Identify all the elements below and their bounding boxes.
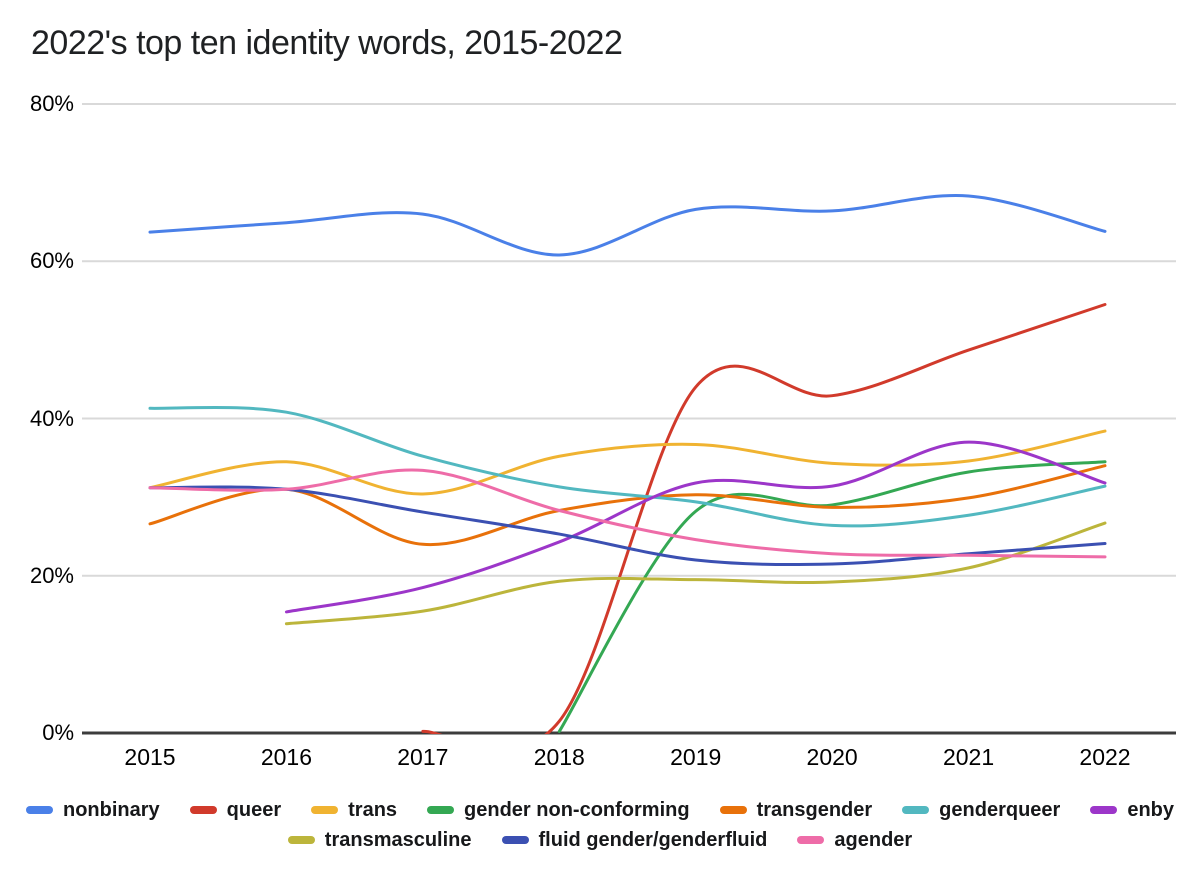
series-line-nonbinary <box>148 194 1107 257</box>
x-tick-label-2017: 2017 <box>397 744 449 770</box>
legend-swatch-icon <box>797 836 825 844</box>
chart-title: 2022's top ten identity words, 2015-2022 <box>31 24 623 62</box>
legend-label: queer <box>226 798 282 821</box>
x-tick-label-2022: 2022 <box>1079 744 1131 770</box>
x-tick-label-2018: 2018 <box>533 744 585 770</box>
legend-swatch-icon <box>25 806 53 814</box>
legend-label: transgender <box>756 798 873 821</box>
series-line-genderqueer <box>148 405 1107 528</box>
legend-row-1: nonbinary queer trans gender non-conforming… <box>0 795 1200 825</box>
legend-label: fluid gender/genderfluid <box>538 828 768 851</box>
series-line-trans <box>148 429 1107 496</box>
x-tick-label-2021: 2021 <box>942 744 995 770</box>
legend-item-transgender: transgender <box>719 798 873 822</box>
y-tick-label-0%: 0% <box>42 720 74 745</box>
legend-label: gender non-conforming <box>464 798 690 821</box>
legend-swatch-icon <box>501 836 529 844</box>
y-tick-label-20%: 20% <box>29 562 74 588</box>
legend-label: transmasculine <box>324 828 472 851</box>
legend-item-transmasculine: transmasculine <box>287 828 472 852</box>
legend-label: trans <box>348 798 398 821</box>
legend-item-gender-non-conforming: gender non-conforming <box>427 799 690 822</box>
legend-item-queer: queer <box>189 798 282 822</box>
series-line-queer <box>421 302 1107 734</box>
series-line-transmasculine <box>284 521 1107 626</box>
y-tick-label-40%: 40% <box>29 405 74 431</box>
y-tick-label-60%: 60% <box>29 248 74 274</box>
y-tick-label-80%: 80% <box>29 91 74 116</box>
legend-swatch-icon <box>719 806 747 814</box>
chart-legend: nonbinary queer trans gender non-conforming… <box>0 795 1200 855</box>
legend-label: agender <box>834 828 913 851</box>
legend-label: genderqueer <box>939 798 1061 821</box>
series-line-transgender <box>148 464 1107 547</box>
x-tick-label-2019: 2019 <box>670 744 722 770</box>
x-tick-label-2016: 2016 <box>260 744 312 770</box>
legend-swatch-icon <box>311 806 339 814</box>
x-tick-label-2015: 2015 <box>124 744 176 770</box>
legend-item-fluid-gender-genderfluid: fluid gender/genderfluid <box>501 828 768 852</box>
legend-item-agender: agender <box>797 829 912 852</box>
legend-item-trans: trans <box>311 799 397 822</box>
legend-label: nonbinary <box>62 798 160 821</box>
legend-label: enby <box>1127 798 1175 821</box>
legend-swatch-icon <box>1090 806 1118 814</box>
legend-swatch-icon <box>189 806 217 814</box>
series-line-agender <box>148 468 1107 559</box>
legend-item-enby: enby <box>1090 799 1174 822</box>
legend-swatch-icon <box>287 836 315 844</box>
legend-item-genderqueer: genderqueer <box>902 799 1060 822</box>
legend-row-2: transmasculine fluid gender/genderfluid ag… <box>0 825 1200 855</box>
legend-swatch-icon <box>902 806 930 814</box>
series-line-enby <box>284 440 1107 614</box>
x-tick-label-2020: 2020 <box>806 744 858 770</box>
legend-item-nonbinary: nonbinary <box>25 798 160 822</box>
legend-swatch-icon <box>427 806 455 814</box>
